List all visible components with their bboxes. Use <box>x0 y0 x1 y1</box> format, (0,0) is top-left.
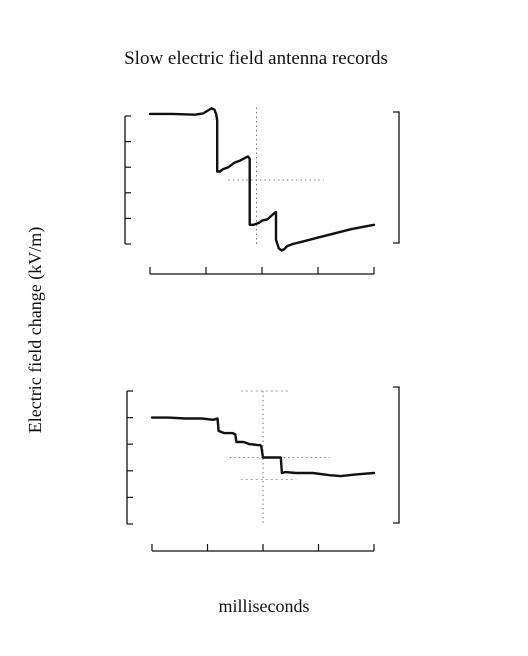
y-axis-label: Electric field change (kV/m) <box>25 227 46 433</box>
bottom-scale-bracket <box>393 386 400 524</box>
x-axis-label: milliseconds <box>219 596 310 616</box>
panel-top-plot <box>124 107 400 275</box>
figure-title: Slow electric field antenna records <box>124 48 388 69</box>
bottom-field-trace <box>150 416 376 478</box>
top-scale-bracket <box>393 111 400 244</box>
top-field-trace <box>148 107 376 252</box>
panel-bottom-plot <box>126 386 400 552</box>
